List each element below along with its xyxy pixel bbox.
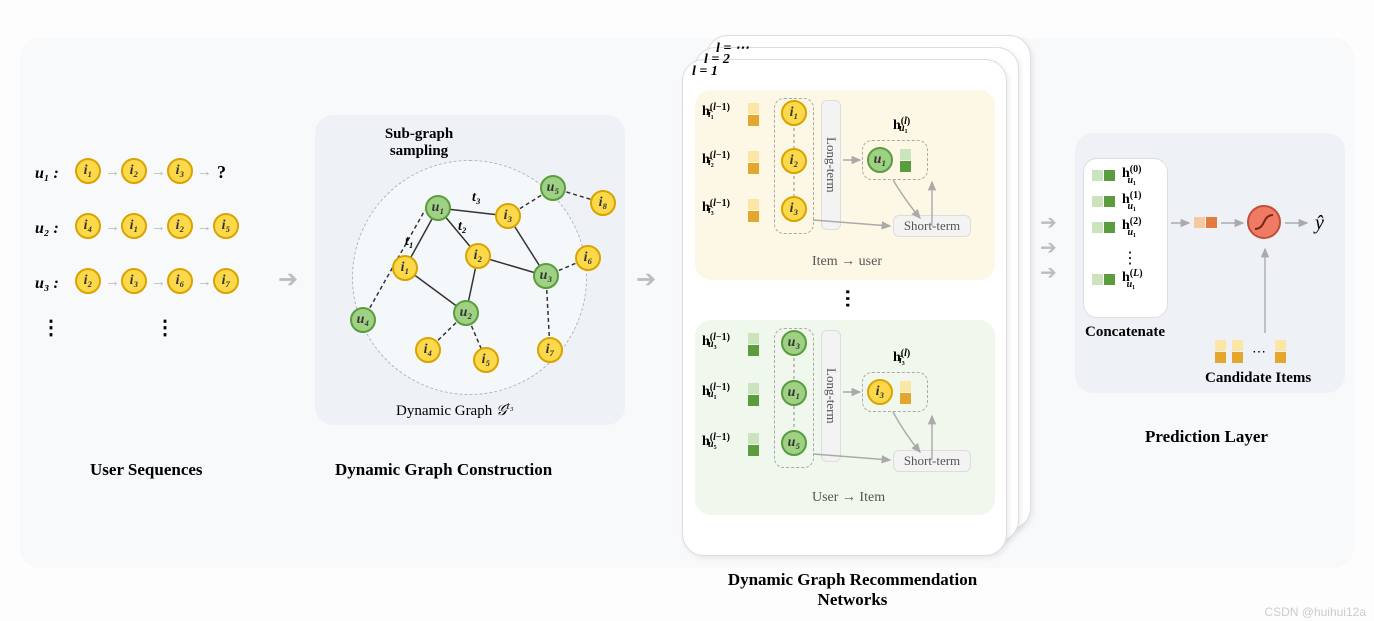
vdots-icon: ⋮ — [155, 315, 175, 340]
sigmoid-icon — [1247, 205, 1281, 239]
section-title: User Sequences — [90, 460, 203, 480]
item-node: i₁ — [781, 100, 807, 126]
user-node: u₃ — [781, 330, 807, 356]
item-node: i₈ — [590, 190, 616, 216]
h-label: h(l−1)i₁ — [702, 104, 730, 136]
item-node: i₂ — [75, 268, 101, 294]
h-label: h(l−1)u₅ — [702, 434, 730, 466]
user-node: u₃ — [533, 263, 559, 289]
user-node: u₂ — [453, 300, 479, 326]
watermark: CSDN @huihui12a — [1264, 605, 1366, 619]
user-node: u₁ — [425, 195, 451, 221]
item-node: i₁ — [75, 158, 101, 184]
user-node: u₄ — [350, 307, 376, 333]
item-node: i₃ — [781, 196, 807, 222]
item-node: i₂ — [465, 243, 491, 269]
item-node: i₆ — [167, 268, 193, 294]
flow-arrow-icon: ➔ — [1040, 260, 1057, 285]
block-arrows — [695, 90, 995, 280]
item-node: i₃ — [121, 268, 147, 294]
h-label: h(l−1)u₃ — [702, 334, 730, 366]
user-label: u₁ : — [35, 165, 59, 183]
user-node: u₁ — [867, 147, 893, 173]
section-title: Dynamic Graph Construction — [335, 460, 552, 480]
graph-nodes: u₁ u₂ u₃ u₄ u₅ i₁ i₂ i₃ i₄ i₅ i₆ i₇ i₈ — [315, 115, 625, 425]
user-label: u₃ : — [35, 275, 59, 293]
yhat-label: ŷ — [1315, 212, 1324, 235]
item-node: i₄ — [415, 337, 441, 363]
layer-label: l = 1 — [692, 64, 718, 80]
flow-arrow-icon: ➔ — [278, 265, 298, 294]
section-title: Prediction Layer — [1145, 427, 1268, 447]
h-label: h(l−1)i₂ — [702, 152, 730, 184]
item-node: i₁ — [121, 213, 147, 239]
embed-icon — [748, 151, 759, 174]
flow-arrow-icon: ➔ — [636, 265, 656, 294]
user-sequences-area: u₁ : i₁ → i₂ → i₃ → ? u₂ : i₄ → i₁ → i₂ … — [35, 150, 280, 410]
embed-icon — [1275, 340, 1286, 363]
item-node: i₂ — [167, 213, 193, 239]
h-label: h(l)u₁ — [893, 118, 910, 150]
embed-icon — [1232, 340, 1243, 363]
embed-icon — [748, 433, 759, 456]
section-title: Dynamic Graph RecommendationNetworks — [700, 570, 1005, 610]
embed-icon — [900, 381, 911, 404]
block-label: User → Item — [812, 490, 885, 506]
user-node: u₅ — [781, 430, 807, 456]
embed-icon — [748, 383, 759, 406]
embed-icon — [748, 199, 759, 222]
item-node: i₃ — [167, 158, 193, 184]
embed-icon — [748, 103, 759, 126]
candidate-label: Candidate Items — [1205, 370, 1311, 387]
hdots-icon: ⋯ — [1252, 344, 1266, 361]
hdots-icon: ⋯ — [836, 289, 861, 309]
flow-arrow-icon: ➔ — [1040, 235, 1057, 260]
user-node: u₁ — [781, 380, 807, 406]
flow-arrow-icon: ➔ — [1040, 210, 1057, 235]
embed-icon — [748, 333, 759, 356]
item-node: i₆ — [575, 245, 601, 271]
item-node: i₂ — [121, 158, 147, 184]
dynamic-graph-label: Dynamic Graph 𝒢t₃ — [396, 400, 514, 420]
item-node: i₃ — [495, 203, 521, 229]
h-label: h(l−1)i₃ — [702, 200, 730, 232]
question-mark: ? — [217, 162, 226, 183]
block-arrows — [695, 320, 995, 515]
embed-icon — [1194, 217, 1217, 228]
item-node: i₃ — [867, 379, 893, 405]
block-label: Item → user — [812, 254, 882, 270]
embed-icon — [1215, 340, 1226, 363]
vdots-icon: ⋮ — [41, 315, 61, 340]
item-node: i₅ — [213, 213, 239, 239]
item-node: i₂ — [781, 148, 807, 174]
h-label: h(l−1)u₁ — [702, 384, 730, 416]
user-node: u₅ — [540, 175, 566, 201]
user-label: u₂ : — [35, 220, 59, 238]
item-node: i₇ — [213, 268, 239, 294]
item-node: i₄ — [75, 213, 101, 239]
item-node: i₅ — [473, 347, 499, 373]
embed-icon — [900, 149, 911, 172]
h-label: h(l)i₃ — [893, 350, 910, 382]
item-node: i₇ — [537, 337, 563, 363]
item-node: i₁ — [392, 255, 418, 281]
